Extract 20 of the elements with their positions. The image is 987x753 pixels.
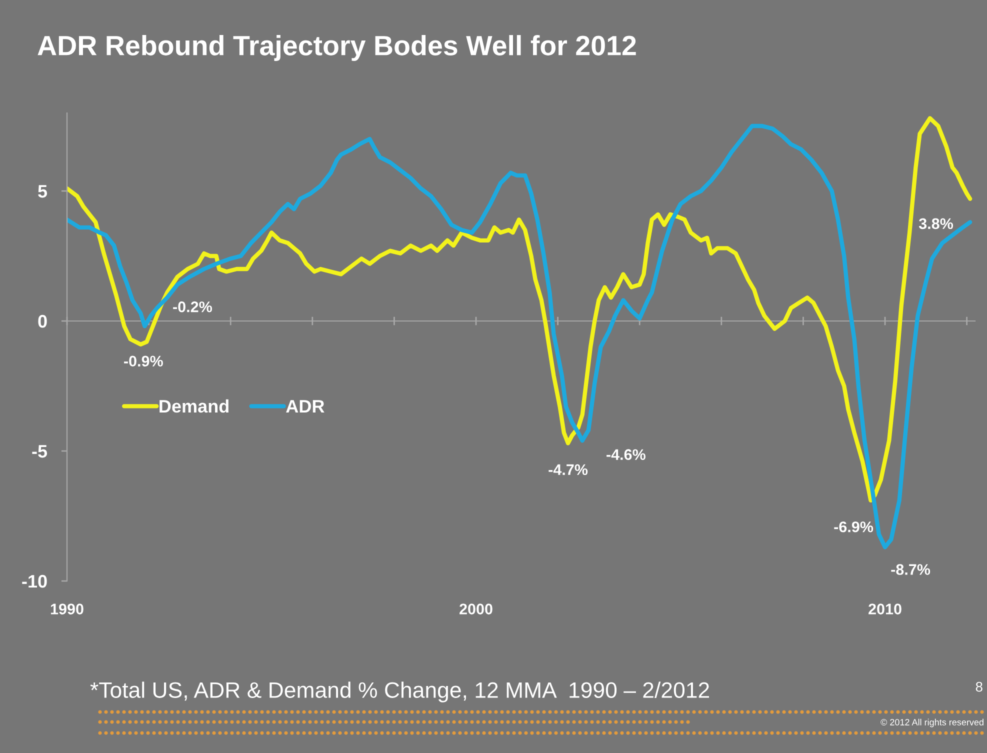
annotation: 3.8% <box>918 218 954 230</box>
legend-label: Demand <box>160 399 228 413</box>
y-tick-label: -5 <box>32 445 48 458</box>
annotation: -4.6% <box>606 449 646 460</box>
y-tick-label: 5 <box>38 185 48 198</box>
y-tick-label: 0 <box>38 314 47 328</box>
annotation: -6.9% <box>834 521 874 532</box>
text: © 2012 All rights reserved <box>880 718 984 728</box>
y-tick-label: -10 <box>22 574 47 588</box>
annotation: -0.2% <box>173 301 212 312</box>
x-tick-label: 2000 <box>460 604 492 614</box>
annotation: -4.7% <box>548 464 588 476</box>
x-tick-label: 2010 <box>868 604 902 614</box>
annotation: -0.9% <box>124 356 163 367</box>
x-tick-label: 1990 <box>50 604 84 614</box>
legend-label: ADR <box>286 400 324 413</box>
annotation: -8.7% <box>891 564 930 575</box>
text: *Total US, ADR & Demand % Change, 12 MMA 1990 – 2/2012 <box>90 682 709 702</box>
chart-title: ADR Rebound Trajectory Bodes Well for 2012 <box>38 35 636 61</box>
text: 8 <box>976 682 982 692</box>
